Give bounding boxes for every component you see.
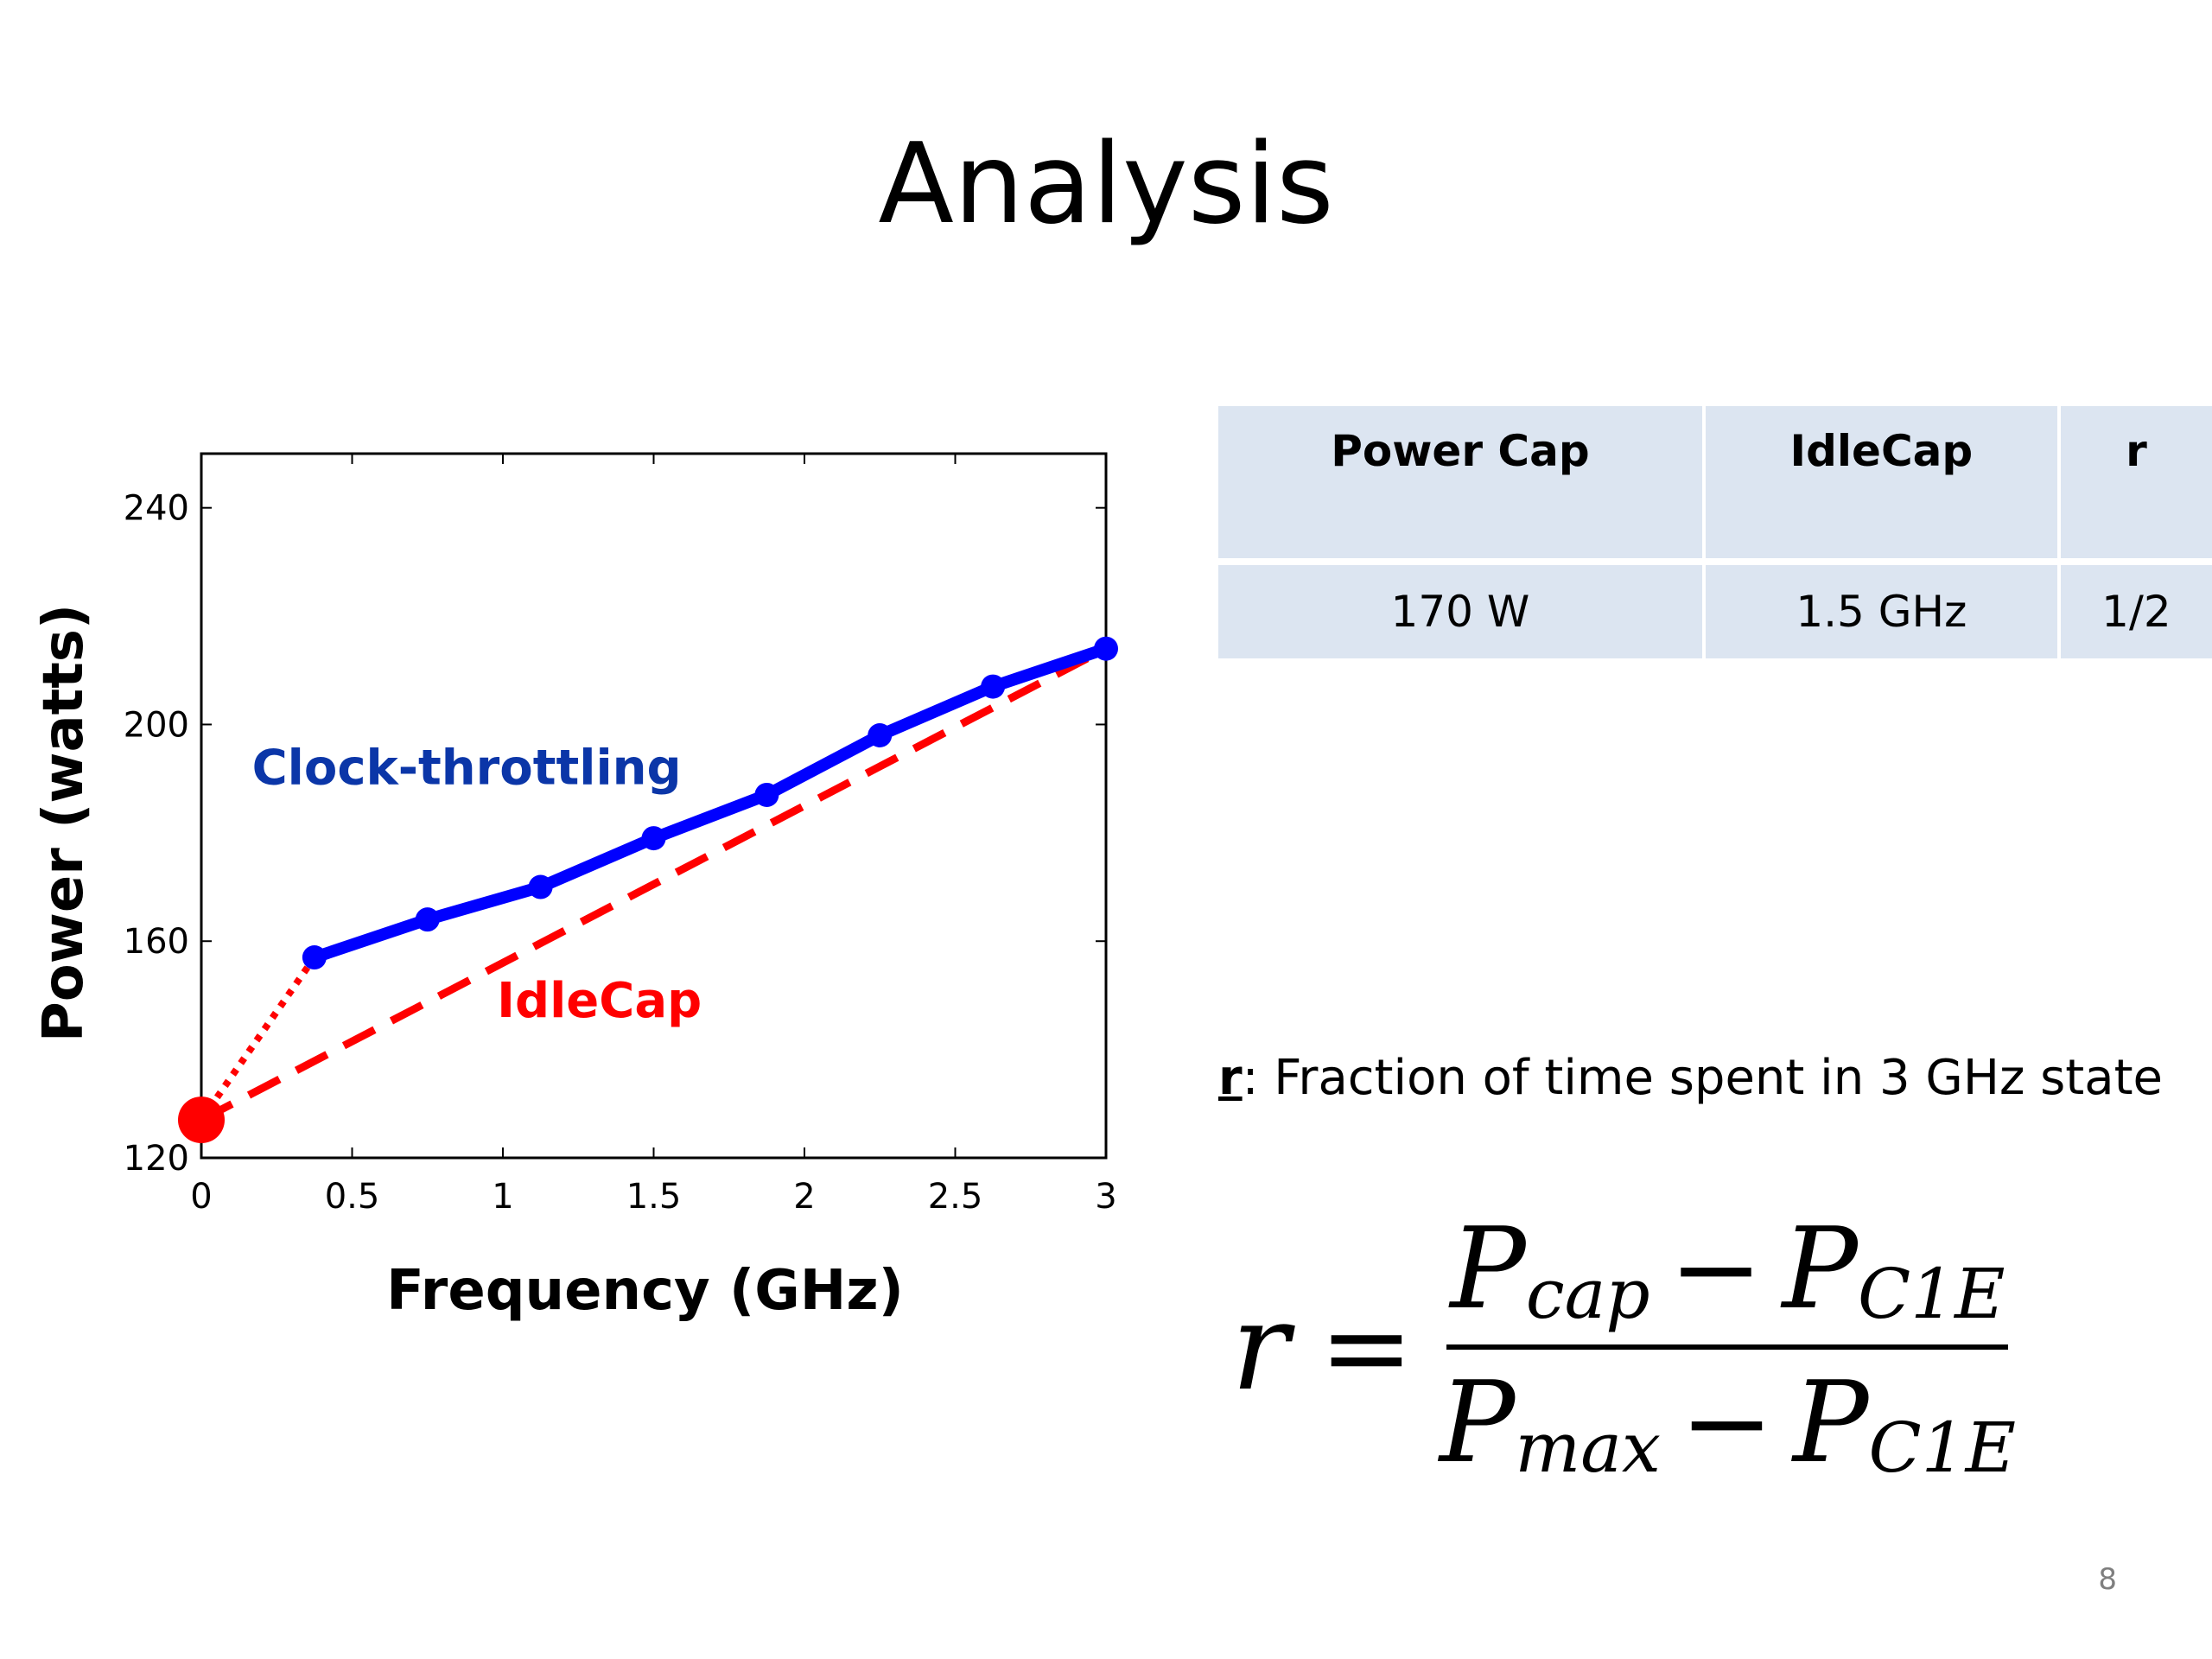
denominator-minus: − (1680, 1357, 1774, 1488)
formula-denominator: Pmax − PC1E (1440, 1363, 2016, 1484)
formula-equals: = (1319, 1281, 1414, 1413)
data-point-clock-throttling (528, 874, 553, 899)
series-line-clock-throttling (312, 643, 1109, 963)
formula-numerator: Pcap − PC1E (1450, 1210, 2005, 1331)
x-tick-label: 0.5 (325, 1177, 380, 1217)
x-axis-label: Frequency (GHz) (386, 1259, 904, 1323)
table-header-row: Power Cap IdleCap r (1218, 406, 2212, 565)
x-tick-label: 1 (492, 1177, 513, 1217)
y-tick-label: 200 (124, 705, 189, 745)
numerator-minus: − (1669, 1203, 1764, 1334)
header-idlecap: IdleCap (1705, 406, 2061, 565)
numerator-p-cap: P (1450, 1203, 1526, 1334)
header-power-cap: Power Cap (1218, 406, 1706, 565)
plot-frame (200, 452, 1108, 1160)
numerator-cap-subscript: cap (1525, 1254, 1650, 1334)
data-point-clock-throttling (415, 907, 440, 932)
y-axis-label: Power (watts) (32, 604, 96, 1042)
r-definition: r: Fraction of time spent in 3 GHz state (1218, 1050, 2163, 1106)
data-point-clock-throttling (981, 674, 1006, 699)
series-line-idlecap (199, 645, 1109, 1124)
formula-fraction: Pcap − PC1E Pmax − PC1E (1440, 1210, 2016, 1484)
y-tick-label: 160 (124, 922, 189, 962)
annotation-label: IdleCap (497, 973, 702, 1029)
denominator-max-subscript: max (1515, 1408, 1662, 1488)
cell-r: 1/2 (2060, 565, 2212, 665)
slide-title: Analysis (878, 120, 1334, 249)
x-tick-label: 0 (190, 1177, 212, 1217)
x-tick-label: 1.5 (626, 1177, 682, 1217)
y-tick-label: 240 (124, 489, 189, 529)
r-formula: r = Pcap − PC1E Pmax − PC1E (1231, 1210, 2016, 1484)
table-row: 170 W 1.5 GHz 1/2 (1218, 565, 2212, 665)
header-r: r (2060, 406, 2212, 565)
data-point-clock-throttling (754, 782, 779, 807)
idle-power-point (178, 1096, 225, 1144)
x-tick-label: 2.5 (928, 1177, 983, 1217)
cell-power-cap: 170 W (1218, 565, 1706, 665)
data-point-clock-throttling (302, 945, 327, 970)
fraction-bar (1446, 1344, 2009, 1350)
annotation-label: Clock-throttling (252, 740, 682, 796)
definition-text: : Fraction of time spent in 3 GHz state (1242, 1050, 2163, 1106)
data-point-clock-throttling (641, 826, 666, 851)
denominator-c1e-subscript: C1E (1868, 1408, 2016, 1488)
y-tick-label: 120 (124, 1139, 189, 1179)
data-point-clock-throttling (1094, 636, 1118, 661)
numerator-p-c1e: P (1782, 1203, 1858, 1334)
denominator-p-c1e: P (1792, 1357, 1869, 1488)
idle-extension-dotted-line (198, 955, 318, 1122)
definition-variable: r (1218, 1050, 1243, 1106)
x-tick-label: 3 (1095, 1177, 1116, 1217)
x-tick-label: 2 (793, 1177, 815, 1217)
power-frequency-chart: 0 0.5 1 1.5 2 2.5 3 120 160 200 240 Clock-throttlin… (32, 452, 1118, 1323)
results-table: Power Cap IdleCap r 170 W 1.5 GHz 1/2 (1218, 406, 2212, 665)
cell-idlecap: 1.5 GHz (1705, 565, 2061, 665)
formula-lhs: r (1231, 1276, 1289, 1418)
denominator-p-max: P (1439, 1357, 1516, 1488)
data-point-clock-throttling (868, 723, 893, 747)
page-number: 8 (2098, 1562, 2117, 1597)
numerator-c1e-subscript: C1E (1857, 1254, 2005, 1334)
